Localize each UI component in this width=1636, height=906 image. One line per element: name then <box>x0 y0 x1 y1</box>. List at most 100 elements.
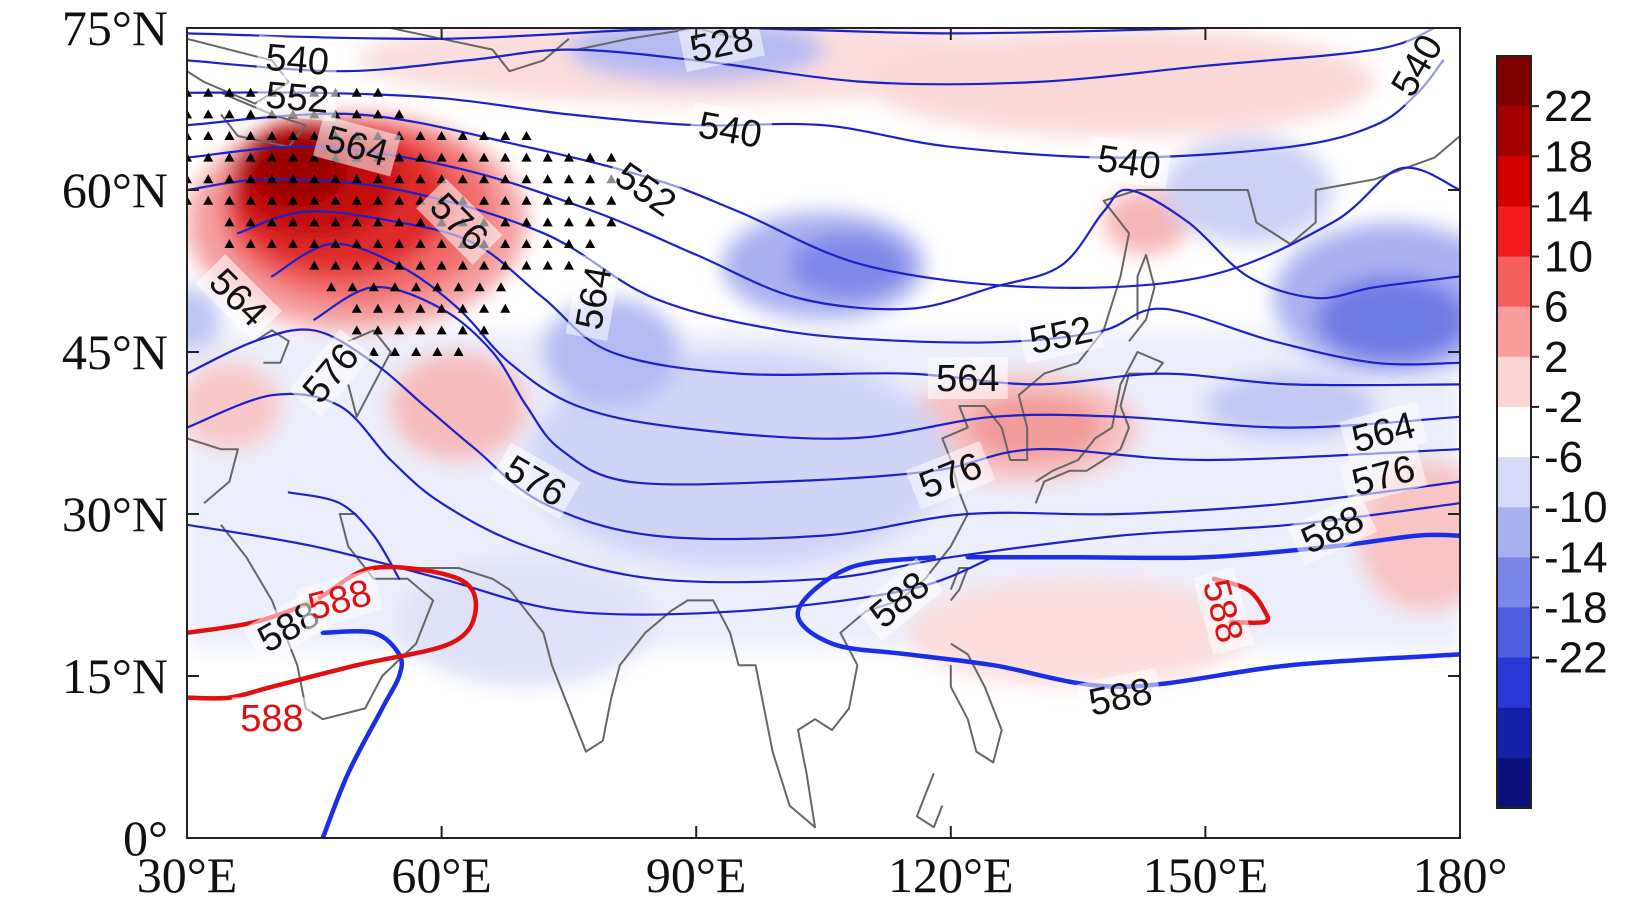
contour-label-backing <box>255 34 340 84</box>
significance-marker <box>479 131 490 140</box>
significance-marker <box>330 174 341 184</box>
coastline <box>915 772 944 829</box>
significance-marker <box>496 282 507 292</box>
x-tick-label: 90°E <box>646 847 747 903</box>
colorbar-label: 18 <box>1544 132 1593 181</box>
contour-line <box>187 28 1207 40</box>
contour-label: 540 <box>1086 135 1172 189</box>
colorbar-segment <box>1497 406 1531 458</box>
significance-marker <box>347 282 358 292</box>
contour-line <box>313 286 1460 486</box>
contour-line <box>187 112 1460 289</box>
significance-marker <box>203 174 214 184</box>
contour-label-backing <box>1287 493 1378 566</box>
significance-marker <box>436 260 447 270</box>
significance-marker <box>288 131 299 140</box>
significance-marker <box>521 260 532 270</box>
significance-marker <box>606 217 617 227</box>
significance-marker <box>309 131 320 140</box>
contour-label: 540 <box>687 101 774 158</box>
contour-label-backing <box>295 568 384 631</box>
significance-marker <box>224 109 235 119</box>
latitude-axis: 75°N 60°N 45°N 30°N 15°N 0° <box>62 0 1460 866</box>
contour-label-backing <box>1192 566 1255 656</box>
colorbar-label: 2 <box>1544 333 1568 382</box>
significance-marker <box>415 260 426 270</box>
significance-marker <box>521 174 532 184</box>
significance-marker <box>372 87 383 97</box>
significance-marker <box>309 195 320 205</box>
significance-marker <box>521 239 532 248</box>
significance-marker <box>187 131 192 140</box>
colorbar-label: 10 <box>1544 233 1593 282</box>
contour-label-backing <box>255 72 340 122</box>
significance-marker <box>415 131 426 140</box>
anomaly-region <box>908 578 1248 687</box>
colorbar-segment <box>1497 256 1531 308</box>
significance-marker <box>203 152 214 162</box>
significance-marker <box>372 325 383 335</box>
significance-marker <box>479 325 490 335</box>
contour-line <box>965 532 1460 561</box>
significance-marker <box>187 195 192 205</box>
colorbar-segment <box>1497 507 1531 558</box>
significance-marker <box>394 303 405 313</box>
significance-marker <box>542 174 553 184</box>
significance-marker <box>521 195 532 205</box>
contour-label-text: 552 <box>264 75 331 122</box>
significance-marker <box>563 195 574 205</box>
significance-marker <box>436 303 447 313</box>
significance-marker <box>351 87 362 97</box>
contour-line <box>287 491 401 580</box>
contour-label-text: 588 <box>240 698 303 740</box>
coastline <box>390 28 570 73</box>
colorbar-segment <box>1497 707 1531 759</box>
colorbar-segment <box>1497 56 1531 107</box>
significance-marker <box>224 174 235 184</box>
significance-marker <box>521 217 532 227</box>
significance-marker <box>245 217 256 227</box>
significance-marker <box>411 347 422 356</box>
significance-marker <box>457 174 468 184</box>
contour-label-backing <box>905 440 996 510</box>
colorbar-label: -6 <box>1544 433 1583 482</box>
contour-line <box>187 28 1436 86</box>
significance-marker <box>372 303 383 313</box>
significance-marker <box>245 131 256 140</box>
contour-label-text: 564 <box>936 358 999 400</box>
significance-marker <box>187 109 192 119</box>
significance-marker <box>453 282 464 292</box>
coastline <box>949 642 1003 764</box>
significance-marker <box>606 152 617 162</box>
contour-label: 564 <box>927 357 1008 400</box>
significance-marker <box>224 131 235 140</box>
significance-marker <box>479 174 490 184</box>
significance-marker <box>542 217 553 227</box>
contour-line <box>236 210 1460 387</box>
contour-label-backing <box>927 357 1008 399</box>
colorbar-segment <box>1497 557 1531 608</box>
contour-label-backing <box>195 254 282 341</box>
contour-labels: 5405525645765645765285405525645765405405… <box>195 28 1455 740</box>
contour-line <box>187 59 1445 159</box>
contour-line <box>270 242 1460 440</box>
significance-marker <box>309 174 320 184</box>
significance-marker <box>203 195 214 205</box>
significance-marker <box>542 152 553 162</box>
significance-marker <box>457 325 468 335</box>
significance-marker <box>500 260 511 270</box>
significance-marker <box>224 152 235 162</box>
significance-marker <box>415 325 426 335</box>
significance-marker <box>266 174 277 184</box>
significance-marker <box>457 303 468 313</box>
colorbar-label: -22 <box>1544 634 1608 683</box>
significance-marker <box>457 131 468 140</box>
contour-label-backing <box>1339 401 1428 463</box>
significance-marker <box>266 152 277 162</box>
colorbar-segment <box>1497 457 1531 508</box>
significance-marker <box>288 195 299 205</box>
y-tick-label: 15°N <box>62 648 168 704</box>
y-tick-label: 60°N <box>62 162 168 218</box>
height-contours <box>187 28 1460 838</box>
